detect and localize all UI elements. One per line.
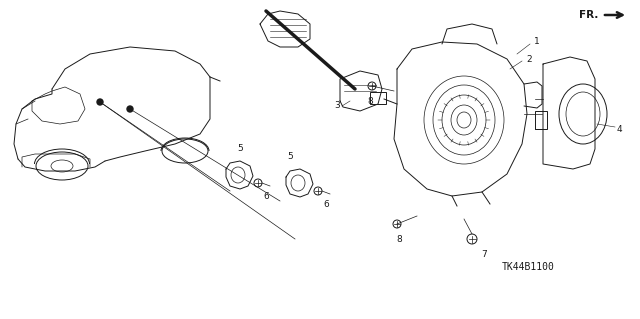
Text: 5: 5 <box>237 144 243 153</box>
Text: 3: 3 <box>334 101 340 110</box>
Circle shape <box>97 99 103 105</box>
Text: 8: 8 <box>367 97 373 106</box>
Text: 7: 7 <box>481 250 487 259</box>
Circle shape <box>127 106 133 112</box>
Text: 6: 6 <box>263 192 269 201</box>
Text: 1: 1 <box>534 38 540 47</box>
Text: 5: 5 <box>287 152 293 161</box>
Text: 4: 4 <box>617 124 623 133</box>
Text: 8: 8 <box>396 235 402 244</box>
Text: TK44B1100: TK44B1100 <box>502 262 554 272</box>
Text: FR.: FR. <box>579 10 598 20</box>
Text: 2: 2 <box>526 55 532 63</box>
Text: 6: 6 <box>323 200 329 209</box>
